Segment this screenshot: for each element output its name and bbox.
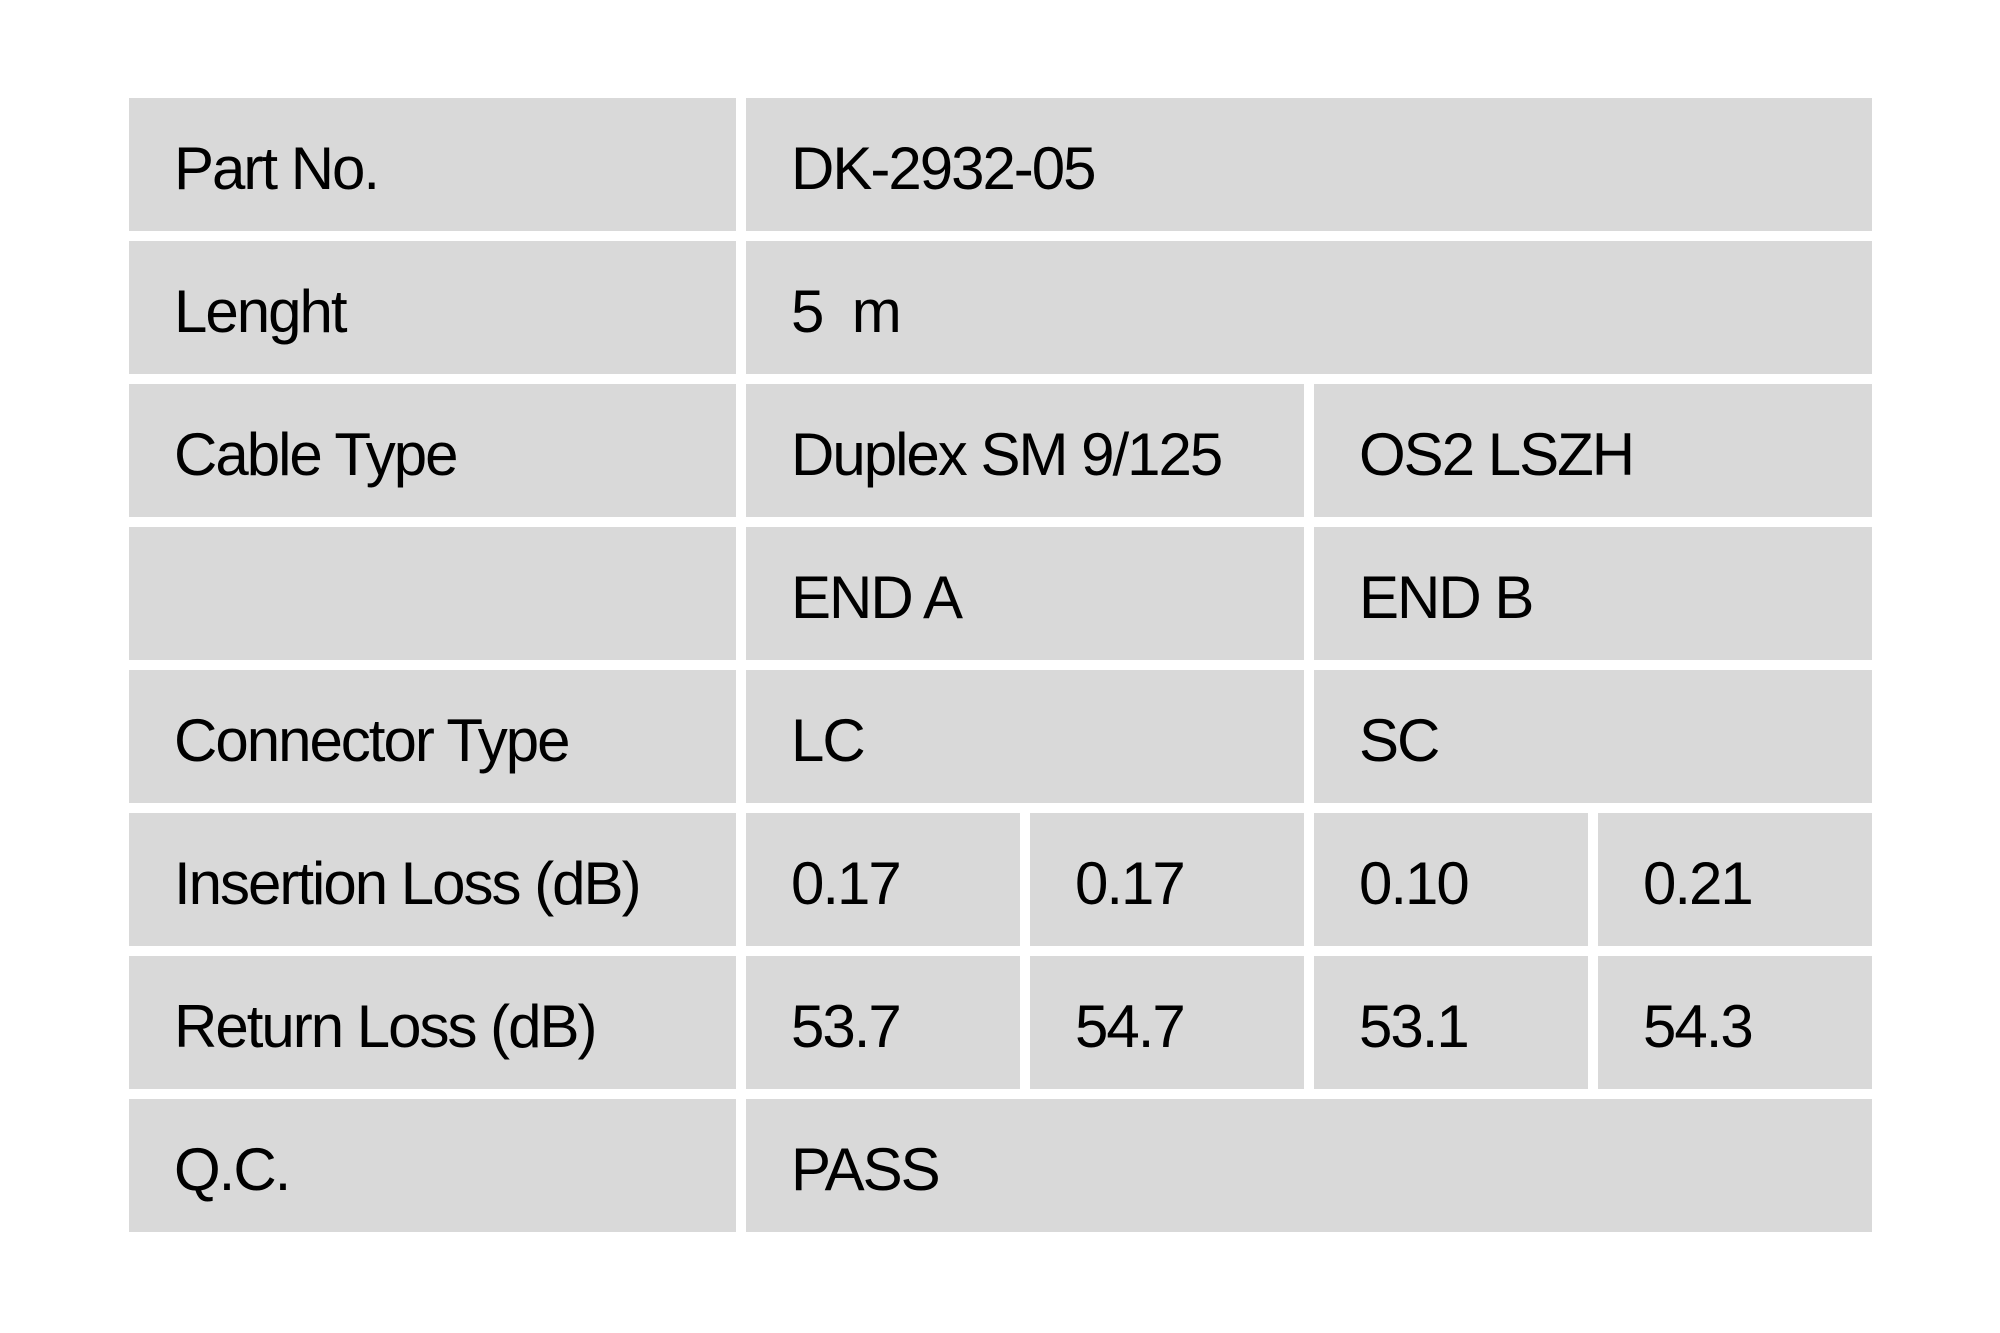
insertion-loss-end-b-1: 0.10 [1314, 813, 1588, 946]
return-loss-end-b-2: 54.3 [1598, 956, 1872, 1089]
return-loss-end-b-1: 53.1 [1314, 956, 1588, 1089]
cable-type-value-2: OS2 LSZH [1314, 384, 1872, 517]
ends-header-empty-cell [129, 527, 736, 660]
length-value: 5 m [746, 241, 1872, 374]
insertion-loss-label: Insertion Loss (dB) [129, 813, 736, 946]
insertion-loss-end-b-2: 0.21 [1598, 813, 1872, 946]
qc-result-value: PASS [746, 1099, 1872, 1232]
part-no-value: DK-2932-05 [746, 98, 1872, 231]
length-label: Lenght [129, 241, 736, 374]
return-loss-end-a-1: 53.7 [746, 956, 1020, 1089]
connector-type-end-a: LC [746, 670, 1304, 803]
connector-type-end-b: SC [1314, 670, 1872, 803]
end-b-header: END B [1314, 527, 1872, 660]
insertion-loss-end-a-2: 0.17 [1030, 813, 1304, 946]
return-loss-label: Return Loss (dB) [129, 956, 736, 1089]
insertion-loss-end-a-1: 0.17 [746, 813, 1020, 946]
qc-label-table: Part No. DK-2932-05 Lenght 5 m Cable Typ… [129, 98, 1872, 1232]
end-a-header: END A [746, 527, 1304, 660]
part-no-label: Part No. [129, 98, 736, 231]
connector-type-label: Connector Type [129, 670, 736, 803]
qc-label: Q.C. [129, 1099, 736, 1232]
return-loss-end-a-2: 54.7 [1030, 956, 1304, 1089]
cable-type-label: Cable Type [129, 384, 736, 517]
cable-type-value-1: Duplex SM 9/125 [746, 384, 1304, 517]
